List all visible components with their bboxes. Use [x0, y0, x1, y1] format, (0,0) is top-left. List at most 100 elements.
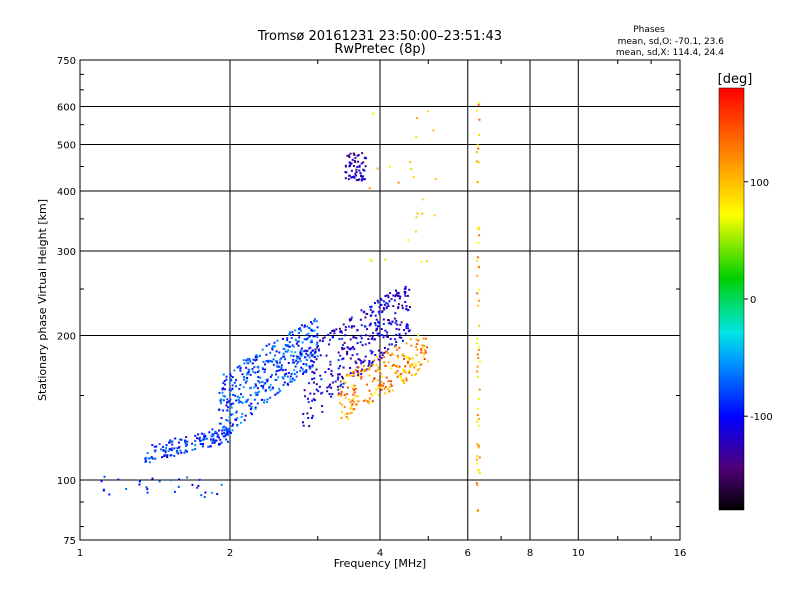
data-point [476, 337, 479, 340]
data-point [379, 372, 382, 375]
y-tick-label: 100 [57, 476, 76, 487]
data-point [184, 442, 187, 445]
data-point [475, 342, 478, 345]
data-point [378, 384, 381, 387]
data-point [352, 389, 355, 392]
data-point [334, 380, 337, 383]
data-point [338, 327, 341, 330]
data-point [291, 380, 294, 383]
chart-title: Tromsø 20161231 23:50:00–23:51:43 [257, 29, 502, 44]
data-point [329, 338, 332, 341]
phases-o-line: mean, sd,O: -70.1, 23.6 [618, 37, 725, 47]
data-point [184, 449, 187, 452]
data-point [340, 394, 343, 397]
data-point [275, 350, 278, 353]
data-point [404, 285, 407, 288]
data-point [185, 444, 188, 447]
data-point [310, 340, 313, 343]
data-point [360, 377, 363, 380]
data-point [352, 372, 355, 375]
data-point [370, 394, 373, 397]
data-point [415, 216, 418, 219]
data-point [138, 480, 141, 483]
data-point [298, 336, 301, 339]
data-point [349, 367, 352, 370]
data-point [356, 154, 359, 157]
data-point [412, 175, 415, 178]
data-point [219, 422, 222, 425]
data-point [222, 373, 225, 376]
data-point [308, 347, 311, 350]
data-point [249, 373, 252, 376]
plot-frame [79, 59, 681, 541]
data-point [411, 357, 414, 360]
data-point [395, 319, 398, 322]
data-point [220, 398, 223, 401]
data-point [352, 371, 355, 374]
data-point [380, 388, 383, 391]
data-point [250, 402, 253, 405]
data-point [410, 365, 413, 368]
data-point [185, 443, 188, 446]
data-point [183, 451, 186, 454]
data-point [174, 437, 177, 440]
data-point [281, 337, 284, 340]
data-point [349, 401, 352, 404]
data-point [215, 439, 218, 442]
data-point [413, 366, 416, 369]
data-point [384, 364, 387, 367]
data-point [314, 350, 317, 353]
data-point [230, 379, 233, 382]
data-point [327, 334, 330, 337]
data-point [337, 367, 340, 370]
data-point [288, 332, 291, 335]
data-point [416, 348, 419, 351]
data-point [200, 439, 203, 442]
data-point [307, 332, 310, 335]
data-point [282, 355, 285, 358]
data-point [236, 366, 239, 369]
data-point [368, 334, 371, 337]
data-point [415, 338, 418, 341]
data-point [247, 359, 250, 362]
data-point [278, 387, 281, 390]
data-point [391, 352, 394, 355]
data-point [208, 431, 211, 434]
data-point [354, 157, 357, 160]
data-point [146, 488, 149, 491]
data-point [277, 365, 280, 368]
data-point [293, 361, 296, 364]
data-point [203, 438, 206, 441]
data-point [371, 335, 374, 338]
data-point [249, 387, 252, 390]
phases-x-line: mean, sd,X: 114.4, 24.4 [616, 48, 724, 58]
data-point [267, 361, 270, 364]
data-point [287, 345, 290, 348]
data-point [476, 375, 479, 378]
data-point [304, 395, 307, 398]
data-point [312, 335, 315, 338]
data-point [356, 353, 359, 356]
data-point [287, 371, 290, 374]
data-point [391, 389, 394, 392]
data-point [223, 425, 226, 428]
data-point [299, 369, 302, 372]
data-point [403, 290, 406, 293]
data-point [222, 399, 225, 402]
data-point [358, 375, 361, 378]
data-point [381, 354, 384, 357]
data-point [351, 158, 354, 161]
data-point [245, 400, 248, 403]
data-point [344, 328, 347, 331]
data-point [154, 449, 157, 452]
data-point [369, 258, 372, 261]
data-point [344, 396, 347, 399]
data-point [256, 365, 259, 368]
data-point [421, 347, 424, 350]
data-point [394, 372, 397, 375]
data-point [360, 179, 363, 182]
data-point [315, 388, 318, 391]
data-point [357, 372, 360, 375]
data-point [137, 479, 140, 482]
data-point [220, 483, 223, 486]
